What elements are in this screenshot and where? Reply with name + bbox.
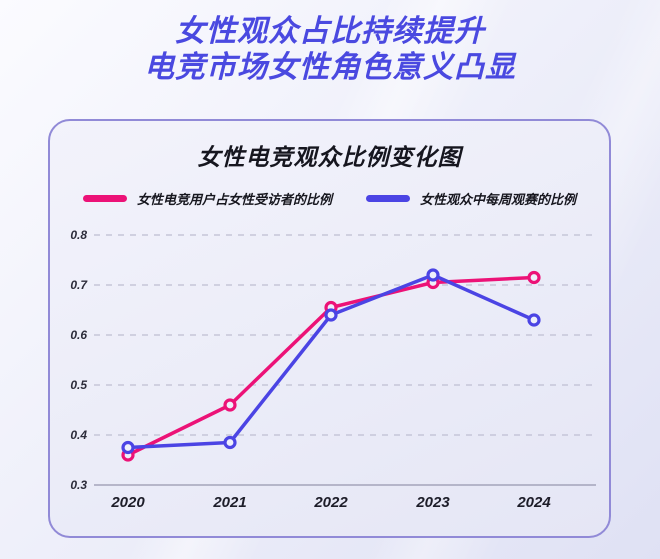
x-tick-label: 2020 xyxy=(110,494,145,511)
y-tick-label: 0.5 xyxy=(70,378,87,392)
data-point-marker-1 xyxy=(527,313,541,327)
page-title: 女性观众占比持续提升 电竞市场女性角色意义凸显 xyxy=(0,14,660,86)
x-tick-label: 2021 xyxy=(212,494,246,511)
chart-title: 女性电竞观众比例变化图 xyxy=(197,144,462,170)
data-point-marker-1 xyxy=(324,308,338,322)
y-tick-label: 0.4 xyxy=(70,428,87,442)
chart-legend: 女性电竞用户占女性受访者的比例 女性观众中每周观赛的比例 xyxy=(50,189,609,208)
page-title-line2: 电竞市场女性角色意义凸显 xyxy=(144,51,516,84)
data-point-marker-0 xyxy=(527,270,541,285)
legend-label-pink: 女性电竞用户占女性受访者的比例 xyxy=(136,192,332,207)
y-tick-label: 0.3 xyxy=(70,478,87,492)
x-tick-label: 2022 xyxy=(313,494,348,511)
series-line-1 xyxy=(126,273,536,450)
x-tick-label: 2024 xyxy=(516,494,551,511)
legend-swatch-blue xyxy=(366,195,410,202)
y-tick-label: 0.6 xyxy=(70,328,87,342)
legend-item-blue: 女性观众中每周观赛的比例 xyxy=(366,189,576,208)
chart-card: 女性电竞观众比例变化图 女性电竞用户占女性受访者的比例 女性观众中每周观赛的比例… xyxy=(48,119,611,538)
y-tick-label: 0.8 xyxy=(70,228,87,242)
data-point-marker-1 xyxy=(426,268,440,282)
line-chart-plot: 0.8 0.7 0.6 0.5 0.4 0.3 2020 2021 2022 2023 2024 xyxy=(70,228,596,511)
legend-item-pink: 女性电竞用户占女性受访者的比例 xyxy=(82,189,332,208)
x-tick-label: 2023 xyxy=(415,494,450,511)
page-title-line1: 女性观众占比持续提升 xyxy=(175,15,485,48)
y-tick-label: 0.7 xyxy=(70,278,88,292)
data-point-marker-0 xyxy=(223,398,237,412)
data-point-marker-1 xyxy=(121,440,135,455)
data-point-marker-1 xyxy=(223,435,237,450)
legend-label-blue: 女性观众中每周观赛的比例 xyxy=(420,192,577,207)
legend-swatch-pink xyxy=(82,195,127,202)
